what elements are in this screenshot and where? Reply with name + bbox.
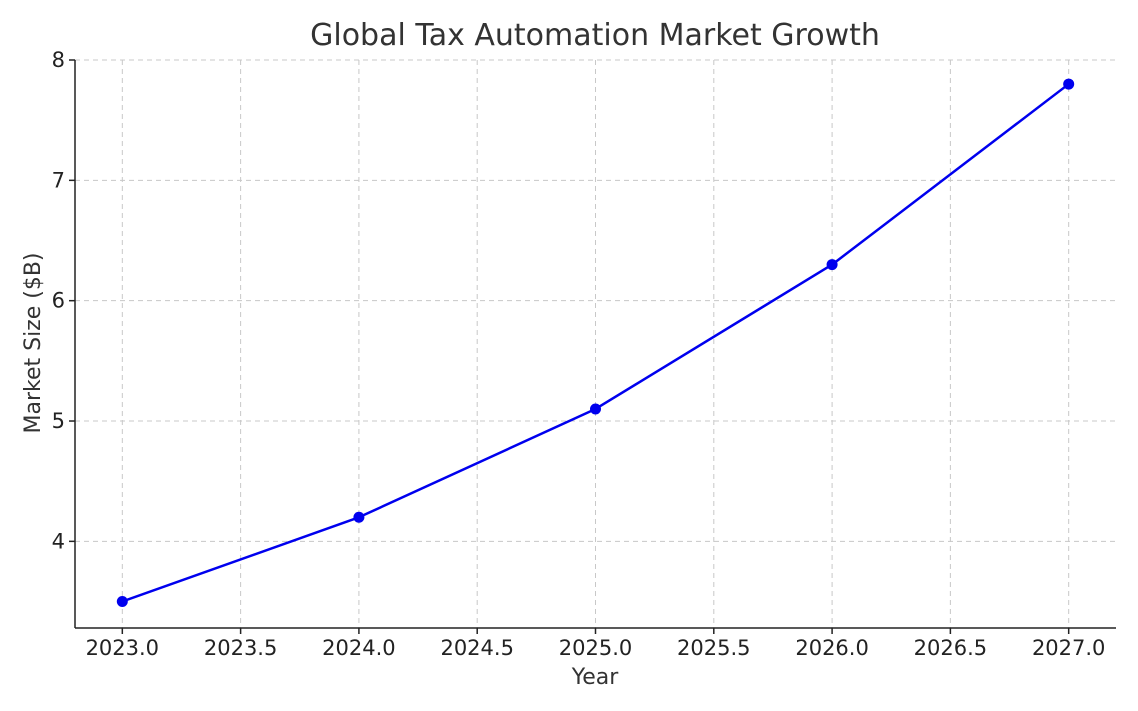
x-tick-label: 2026.0 bbox=[795, 636, 868, 660]
data-point bbox=[590, 403, 601, 415]
x-tick-label: 2026.5 bbox=[914, 636, 987, 660]
grid bbox=[75, 59, 1116, 628]
x-tick-label: 2027.0 bbox=[1032, 636, 1105, 660]
ticks: 2023.0 2023.5 2024.0 2024.5 2025.0 2025.5 2026… bbox=[52, 48, 1106, 660]
y-tick-label: 6 bbox=[52, 289, 65, 313]
x-tick-label: 2025.5 bbox=[677, 636, 750, 660]
y-tick-label: 4 bbox=[52, 529, 65, 553]
x-tick-label: 2024.0 bbox=[322, 636, 395, 660]
chart-title: Global Tax Automation Market Growth bbox=[310, 18, 880, 53]
y-axis-label: Market Size ($B) bbox=[21, 252, 46, 433]
x-tick-label: 2023.5 bbox=[204, 636, 277, 660]
data-point bbox=[116, 596, 128, 608]
x-axis-label: Year bbox=[571, 665, 620, 690]
y-tick-label: 7 bbox=[52, 168, 65, 192]
data-point bbox=[1063, 78, 1075, 90]
data-point bbox=[353, 511, 365, 523]
series bbox=[116, 78, 1075, 608]
x-tick-label: 2025.0 bbox=[559, 636, 632, 660]
x-tick-label: 2023.0 bbox=[86, 636, 159, 660]
data-point bbox=[826, 259, 838, 271]
x-tick-label: 2024.5 bbox=[440, 636, 513, 660]
y-tick-label: 5 bbox=[52, 409, 65, 433]
y-tick-label: 8 bbox=[52, 48, 65, 72]
